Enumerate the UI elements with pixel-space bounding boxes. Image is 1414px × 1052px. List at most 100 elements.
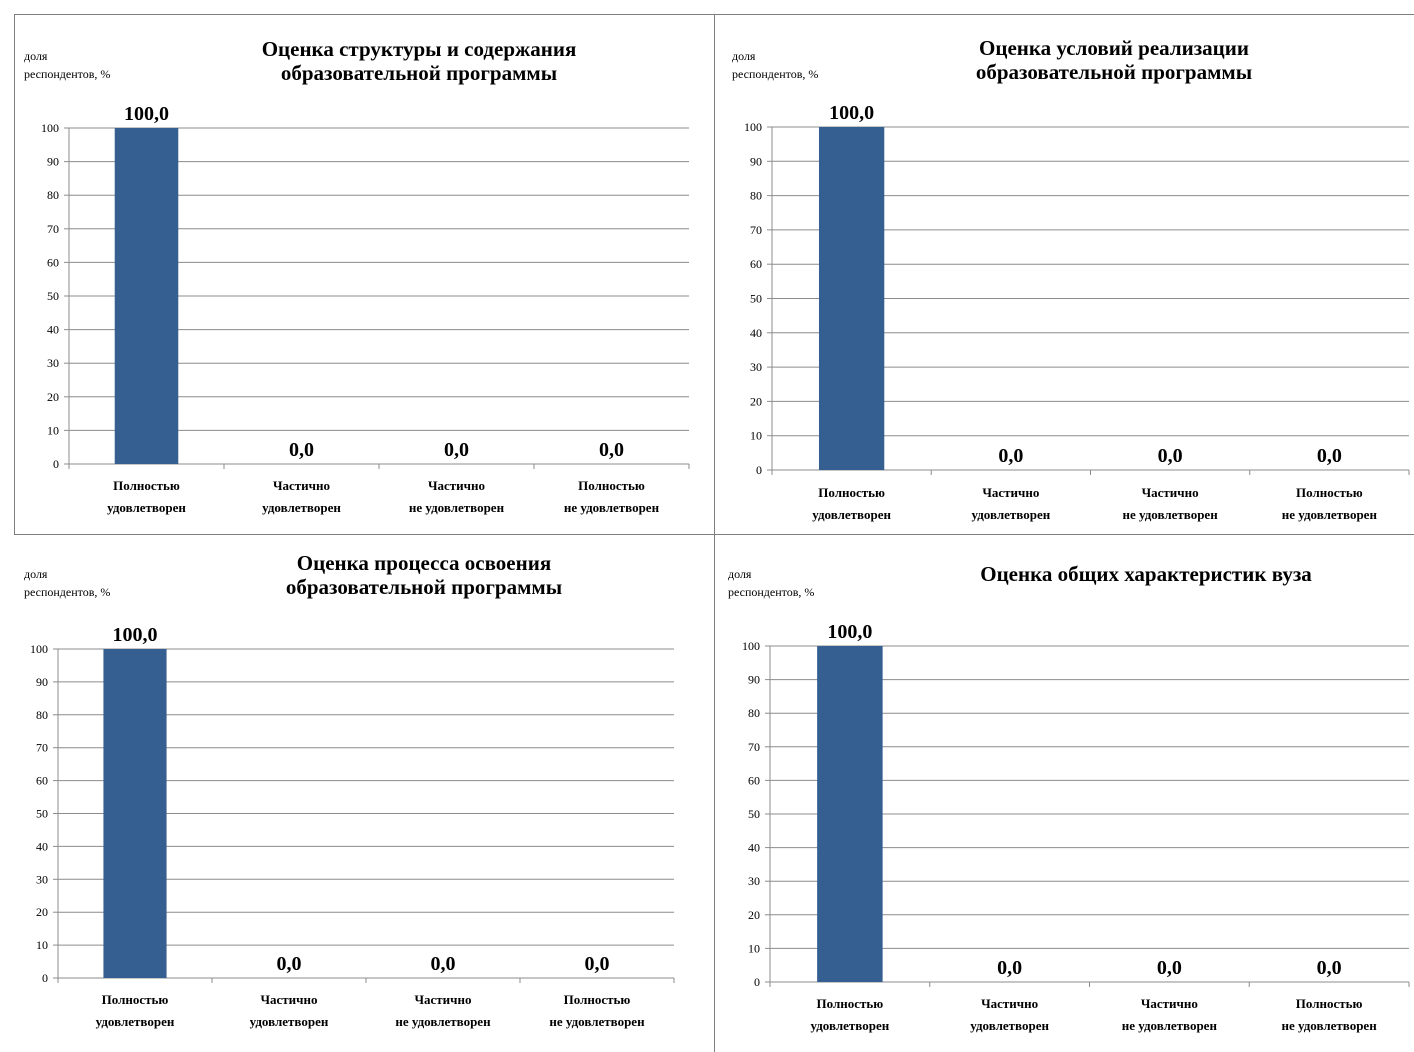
y-tick-label: 0 [756, 463, 762, 477]
bar [818, 127, 885, 470]
y-axis-label: респондентов, % [24, 585, 110, 599]
y-tick-label: 100 [742, 639, 760, 653]
y-tick-label: 50 [36, 807, 48, 821]
data-label: 100,0 [829, 102, 874, 124]
chart-title: Оценка процесса освоения [297, 551, 551, 575]
y-tick-label: 100 [41, 121, 59, 135]
y-tick-label: 30 [47, 356, 59, 370]
y-tick-label: 20 [750, 394, 762, 408]
data-label: 100,0 [124, 103, 169, 125]
y-tick-label: 20 [36, 905, 48, 919]
data-label: 100,0 [113, 624, 158, 646]
y-tick-label: 20 [47, 390, 59, 404]
y-tick-label: 70 [36, 741, 48, 755]
data-label: 0,0 [599, 439, 624, 461]
chart-structure-content: Оценка структуры и содержания образовател… [14, 14, 714, 534]
y-tick-label: 10 [36, 938, 48, 952]
chart-title: Оценка общих характеристик вуза [980, 562, 1312, 586]
data-label: 0,0 [277, 953, 302, 975]
x-category-label: не удовлетворен [1122, 1018, 1218, 1033]
y-tick-label: 70 [748, 740, 760, 754]
x-category-label: не удовлетворен [409, 500, 505, 515]
x-category-label: удовлетворен [96, 1014, 175, 1029]
y-tick-label: 90 [36, 675, 48, 689]
x-category-label: не удовлетворен [395, 1014, 491, 1029]
y-tick-label: 20 [748, 908, 760, 922]
bar [103, 649, 167, 978]
chart-title: образовательной программы [976, 60, 1252, 84]
y-tick-label: 80 [750, 189, 762, 203]
data-label: 0,0 [1317, 445, 1342, 467]
x-category-label: Частично [273, 478, 330, 493]
x-category-label: не удовлетворен [1123, 507, 1219, 522]
y-axis-label: респондентов, % [24, 67, 110, 81]
frame-vertical-divider [714, 14, 715, 1052]
data-label: 0,0 [431, 953, 456, 975]
x-category-label: Полностью [818, 485, 885, 500]
x-category-label: Частично [1141, 996, 1198, 1011]
y-tick-label: 90 [748, 673, 760, 687]
chart-implementation-conditions: Оценка условий реализации образовательной… [714, 14, 1414, 534]
y-tick-label: 80 [36, 708, 48, 722]
y-tick-label: 40 [750, 326, 762, 340]
x-category-label: не удовлетворен [549, 1014, 645, 1029]
x-category-label: Частично [414, 992, 471, 1007]
chart-title: Оценка структуры и содержания [262, 37, 577, 61]
x-category-label: Полностью [113, 478, 180, 493]
y-tick-label: 60 [47, 255, 59, 269]
y-tick-label: 70 [47, 222, 59, 236]
y-tick-label: 30 [750, 360, 762, 374]
x-category-label: Полностью [1296, 485, 1363, 500]
data-label: 0,0 [1157, 957, 1182, 979]
y-tick-label: 80 [47, 188, 59, 202]
bar [817, 646, 883, 982]
y-tick-label: 10 [47, 423, 59, 437]
y-tick-label: 60 [36, 774, 48, 788]
chart-svg: Оценка структуры и содержанияобразовател… [24, 37, 690, 515]
x-category-label: Частично [1142, 485, 1199, 500]
y-tick-label: 0 [42, 971, 48, 985]
x-category-label: удовлетворен [262, 500, 341, 515]
x-category-label: Частично [428, 478, 485, 493]
x-category-label: не удовлетворен [1282, 1018, 1378, 1033]
data-label: 0,0 [997, 957, 1022, 979]
y-tick-label: 30 [36, 872, 48, 886]
x-category-label: удовлетворен [812, 507, 891, 522]
y-tick-label: 10 [748, 941, 760, 955]
x-category-label: удовлетворен [250, 1014, 329, 1029]
y-tick-label: 40 [748, 841, 760, 855]
data-label: 0,0 [444, 439, 469, 461]
y-axis-label: доля [24, 49, 48, 63]
data-label: 0,0 [585, 953, 610, 975]
chart-learning-process: Оценка процесса освоения образовательной … [14, 534, 714, 1052]
y-tick-label: 0 [53, 457, 59, 471]
x-category-label: Полностью [564, 992, 631, 1007]
chart-title: образовательной программы [281, 61, 557, 85]
data-label: 0,0 [998, 445, 1023, 467]
chart-svg: Оценка общих характеристик вуза доля респо… [728, 562, 1410, 1033]
y-tick-label: 0 [754, 975, 760, 989]
y-tick-label: 100 [744, 120, 762, 134]
x-category-label: удовлетворен [107, 500, 186, 515]
data-label: 0,0 [1317, 957, 1342, 979]
y-axis-label: доля [732, 49, 756, 63]
chart-title: Оценка условий реализации [979, 36, 1249, 60]
y-tick-label: 40 [47, 323, 59, 337]
y-axis-label: доля [728, 567, 752, 581]
y-tick-label: 10 [750, 429, 762, 443]
y-tick-label: 60 [750, 257, 762, 271]
data-label: 0,0 [289, 439, 314, 461]
y-tick-label: 80 [748, 706, 760, 720]
chart-svg: Оценка условий реализацииобразовательной… [732, 36, 1410, 522]
y-tick-label: 90 [47, 155, 59, 169]
x-category-label: Полностью [578, 478, 645, 493]
y-tick-label: 40 [36, 839, 48, 853]
frame-left [14, 14, 15, 534]
y-tick-label: 100 [30, 642, 48, 656]
x-category-label: Частично [982, 485, 1039, 500]
chart-university-characteristics: Оценка общих характеристик вуза доля респо… [714, 534, 1414, 1052]
y-tick-label: 50 [748, 807, 760, 821]
x-category-label: удовлетворен [972, 507, 1051, 522]
x-category-label: не удовлетворен [1282, 507, 1378, 522]
frame-horizontal-divider [14, 534, 1414, 535]
